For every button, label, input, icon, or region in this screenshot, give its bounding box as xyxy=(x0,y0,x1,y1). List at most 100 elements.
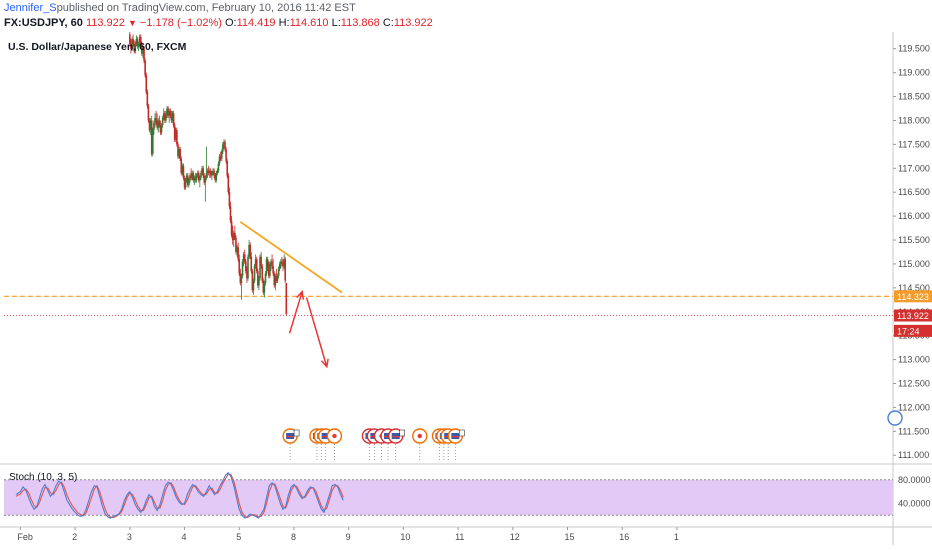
event-doc-icon xyxy=(459,429,465,437)
candle-body xyxy=(133,43,136,52)
candle-body xyxy=(201,168,203,174)
candle-body xyxy=(247,256,249,279)
candle-body xyxy=(148,120,151,131)
candle-body xyxy=(282,263,284,267)
candle-body xyxy=(274,275,277,286)
candle-body xyxy=(195,175,198,181)
candle-body xyxy=(248,244,250,257)
candle-body xyxy=(217,163,220,171)
close-value: 113.922 xyxy=(393,17,433,29)
candle-body xyxy=(180,158,183,174)
time-tick-label: 1 xyxy=(674,532,679,542)
candle-body xyxy=(171,113,174,121)
low-label: L: xyxy=(331,17,341,29)
quote-line: FX:USDJPY, 60 113.922 ▼ −1.178 (−1.02%) … xyxy=(4,17,433,29)
candle-body xyxy=(147,106,150,121)
time-tick-label: 10 xyxy=(400,532,410,542)
candle-body xyxy=(193,177,196,181)
candle-body xyxy=(143,48,145,61)
us-flag-stripe xyxy=(451,436,460,438)
candle-body xyxy=(285,283,288,315)
author-link[interactable]: Jennifer_S xyxy=(4,2,57,14)
candle-body xyxy=(227,175,230,193)
event-doc-icon xyxy=(293,429,300,437)
price-label-badge xyxy=(894,290,932,303)
candle-body xyxy=(136,39,139,47)
candle-body xyxy=(266,259,269,269)
arrow-down-shaft xyxy=(305,297,328,367)
candle-body xyxy=(252,280,255,291)
candle-body xyxy=(146,91,149,107)
down-triangle-icon: ▼ xyxy=(127,18,137,28)
candle-body xyxy=(182,165,185,178)
candle-body xyxy=(219,156,222,159)
candle-body xyxy=(254,259,257,267)
candle-body xyxy=(257,271,259,286)
candle-body xyxy=(207,170,210,174)
candle-body xyxy=(162,113,165,119)
candle-body xyxy=(225,149,227,162)
candle-body xyxy=(167,108,169,116)
time-tick-label: 16 xyxy=(619,532,629,542)
candle-body xyxy=(253,266,256,281)
candle-body xyxy=(240,275,243,284)
candle-body xyxy=(131,39,133,49)
change-value: −1.178 (−1.02%) xyxy=(139,17,222,29)
candle-body xyxy=(142,48,144,54)
event-dot-icon xyxy=(332,433,337,439)
candle-body xyxy=(216,170,219,174)
price-tick-label: 119.000 xyxy=(898,68,930,78)
candle-body xyxy=(183,177,186,188)
candle-body xyxy=(152,130,154,154)
candle-body xyxy=(173,125,176,140)
low-value: 113.868 xyxy=(340,17,380,29)
candle-body xyxy=(165,115,167,121)
candle-body xyxy=(261,266,264,281)
candle-body xyxy=(231,235,234,241)
arrow-up-head xyxy=(296,290,305,300)
candle-body xyxy=(172,113,175,126)
candle-body xyxy=(185,175,188,181)
price-tick-label: 112.500 xyxy=(898,378,930,388)
candle-body xyxy=(214,175,216,181)
published-text: published on TradingView.com, February 1… xyxy=(56,2,356,14)
candle-body xyxy=(154,118,156,123)
candle-body xyxy=(278,263,281,269)
candle-body xyxy=(174,130,177,140)
stoch-level-label: 80.0000 xyxy=(898,475,931,485)
candle-body xyxy=(220,151,223,159)
candle-body xyxy=(191,173,193,178)
time-tick-label: 12 xyxy=(510,532,520,542)
candle-body xyxy=(250,256,253,272)
candle-body xyxy=(212,170,214,174)
time-tick-label: 15 xyxy=(564,532,574,542)
candle-body xyxy=(135,39,138,44)
price-tick-label: 117.000 xyxy=(898,163,930,173)
candle-body xyxy=(156,120,158,128)
candle-body xyxy=(153,122,155,131)
price-tick-label: 116.000 xyxy=(898,211,930,221)
candle-body xyxy=(232,232,235,241)
candle-body xyxy=(270,261,272,264)
candle-body xyxy=(164,113,166,121)
candle-body xyxy=(141,43,143,54)
us-flag-stripe xyxy=(391,436,400,438)
candle-body xyxy=(211,173,213,176)
candle-body xyxy=(187,175,189,186)
candle-body xyxy=(199,177,201,181)
candle-body xyxy=(267,268,270,276)
time-tick-label: 4 xyxy=(182,532,187,542)
candle-body xyxy=(181,165,184,174)
candle-body xyxy=(284,259,286,281)
event-badge-partial xyxy=(887,410,903,426)
last-price: 113.922 xyxy=(85,17,125,29)
candle-body xyxy=(251,271,254,291)
candle-body xyxy=(189,175,191,181)
stoch-title: Stoch (10, 3, 5) xyxy=(9,472,78,483)
price-label-badge xyxy=(894,324,932,337)
candle-body xyxy=(223,141,225,145)
candle-body xyxy=(139,36,142,44)
candle-body xyxy=(204,177,207,183)
candle-body xyxy=(197,173,200,181)
